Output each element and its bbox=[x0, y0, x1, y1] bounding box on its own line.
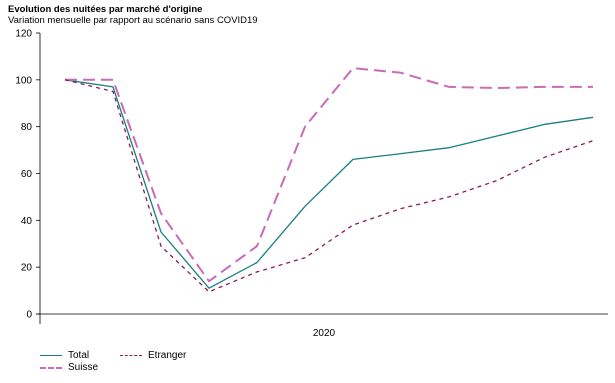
x-group-label: 2020 bbox=[313, 328, 336, 339]
series-line-etranger bbox=[64, 79, 594, 293]
y-tick-label: 0 bbox=[26, 310, 32, 321]
legend-label-etranger: Etranger bbox=[148, 350, 187, 361]
legend-label-total: Total bbox=[68, 350, 90, 361]
chart-title: Evolution des nuitées par marché d'origi… bbox=[8, 4, 203, 15]
legend-item-suisse: Suisse bbox=[40, 362, 98, 373]
y-tick-label: 80 bbox=[21, 122, 33, 133]
legend-label-suisse: Suisse bbox=[68, 362, 99, 373]
y-tick-label: 120 bbox=[15, 29, 32, 40]
legend-swatch-total bbox=[40, 355, 62, 356]
chart-subtitle: Variation mensuelle par rapport au scéna… bbox=[8, 15, 258, 26]
series-line-suisse bbox=[65, 67, 593, 283]
series-line-total bbox=[64, 79, 594, 289]
legend-item-total: Total bbox=[40, 350, 89, 361]
y-tick-label: 100 bbox=[15, 75, 32, 86]
y-tick-label: 60 bbox=[21, 169, 33, 180]
legend-item-etranger: Etranger bbox=[120, 350, 186, 361]
y-tick-label: 40 bbox=[21, 216, 33, 227]
legend-swatch-etranger bbox=[120, 355, 142, 356]
y-tick-label: 20 bbox=[21, 263, 33, 274]
legend-swatch-suisse bbox=[40, 366, 62, 369]
